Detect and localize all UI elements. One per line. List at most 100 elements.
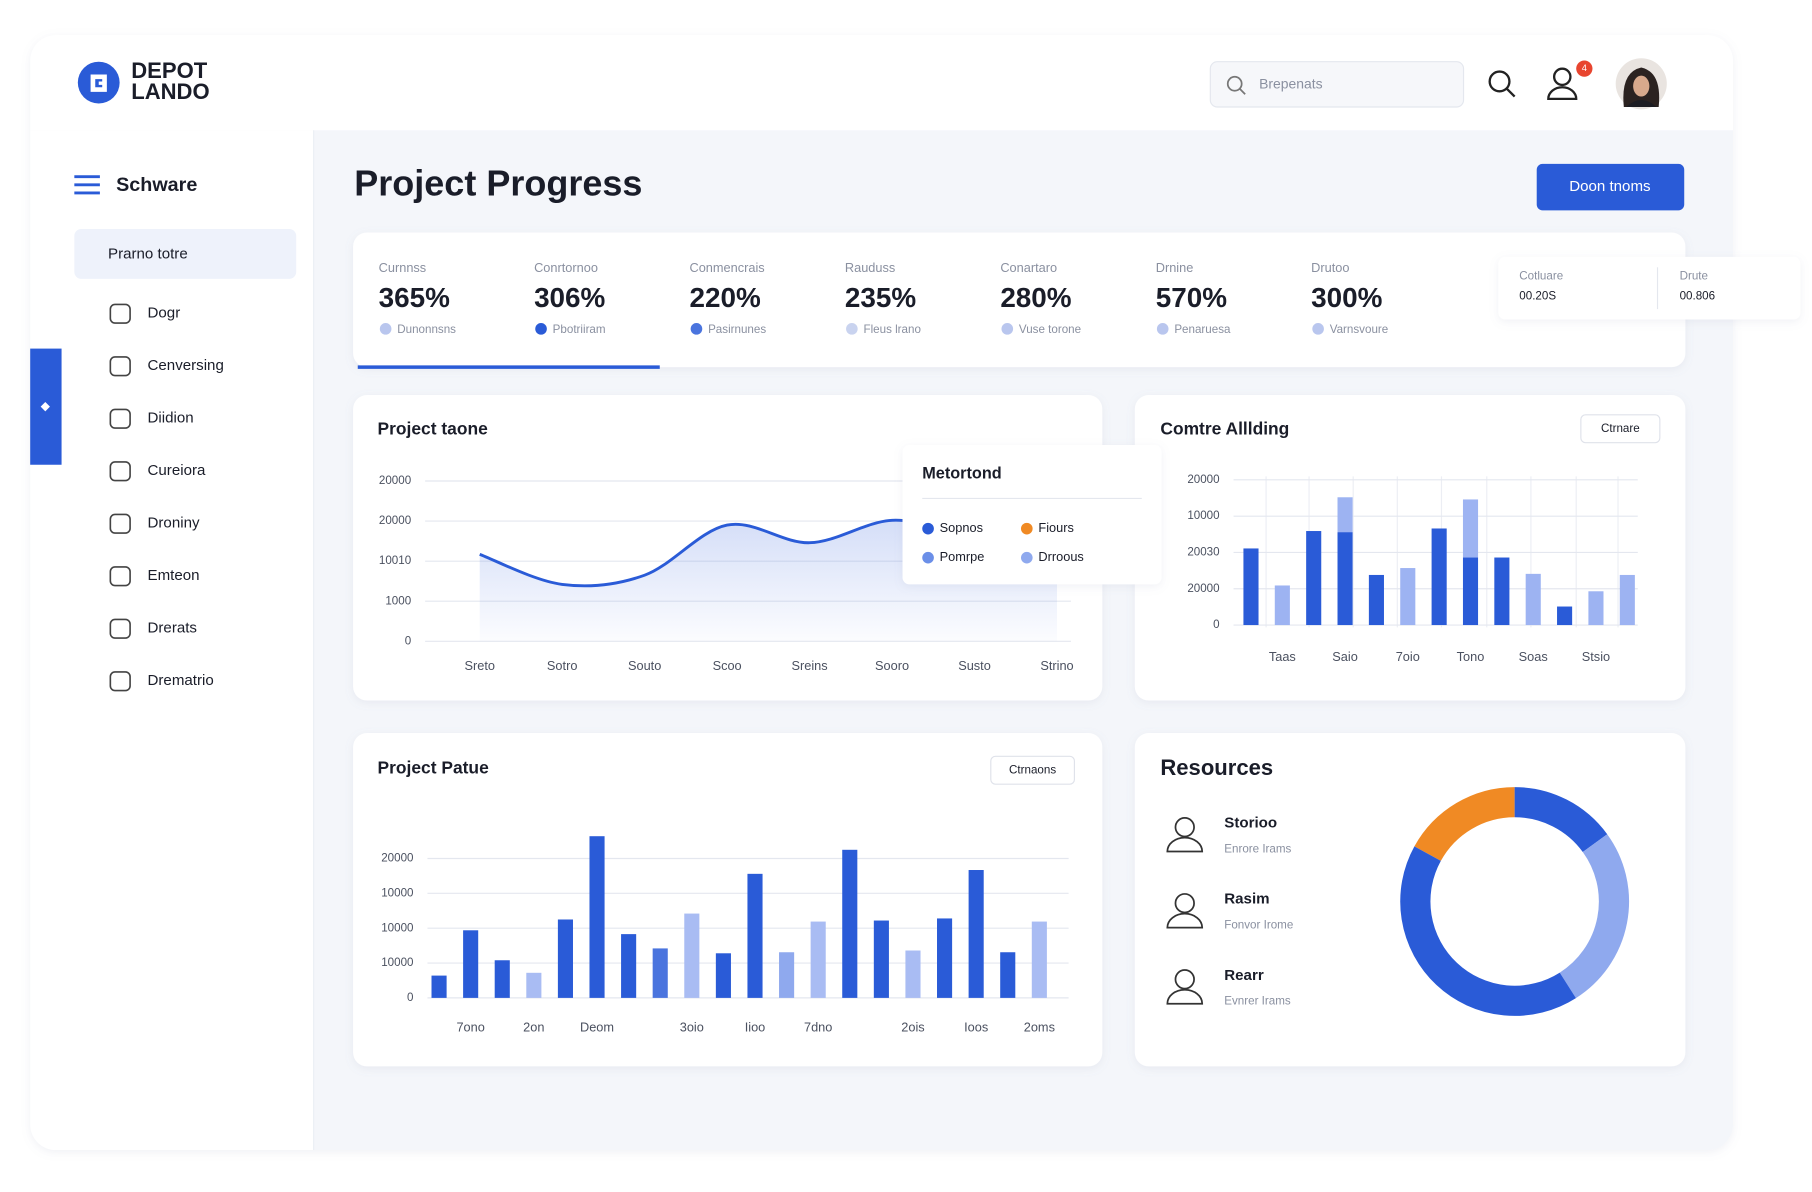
person-role: Evnrer Irams [1224,994,1291,1007]
nav-icon [109,461,131,482]
legend-swatch [922,522,934,535]
nav-label[interactable]: Dogr [148,305,181,322]
bar [1431,528,1447,626]
stat-caption: Pbotriiram [553,323,606,336]
bar [1274,585,1290,626]
summary-value: 00.806 [1680,289,1716,302]
nav-label[interactable]: Diidion [148,410,194,427]
x-tick-label: 7ono [456,1019,484,1034]
bar [557,919,573,998]
bar [1243,548,1259,626]
y-tick-label: 20000 [379,514,411,527]
bar [1306,531,1322,626]
person-name: Rasim [1224,891,1269,908]
stat-dot [379,323,392,335]
stat-caption: Dunonnsns [397,323,456,336]
bar [1525,573,1541,626]
stat-caption: Varnsvoure [1330,323,1389,336]
stat-dot [1312,323,1324,335]
chart-button[interactable] [990,755,1076,785]
sidebar-panel [30,130,314,1151]
donut-segment [1400,846,1576,1016]
bar [652,948,668,998]
summary-label: Drute [1680,270,1708,283]
donut-segment [1414,787,1516,862]
bar [779,952,795,998]
bar [715,953,731,998]
avatar-face [1633,75,1650,97]
y-tick-label: 10010 [379,554,411,567]
x-tick-label: Souto [628,658,661,673]
y-tick-label: 20000 [379,474,411,487]
bar [1462,557,1479,626]
menu-icon[interactable] [74,175,100,195]
bar [684,913,700,998]
person-head [1174,816,1195,838]
bar-chart-card [353,733,1103,1067]
search-button[interactable] [1488,70,1511,93]
donut-segment [1559,834,1630,999]
x-tick-label: Sreins [791,658,827,673]
search-box[interactable] [1209,61,1465,108]
stat-label: Rauduss [845,260,895,275]
chart-button-label: Ctrnare [1601,422,1640,435]
bar [968,870,984,998]
person-head [1174,893,1195,914]
x-tick-label: Strino [1040,658,1073,673]
user-button[interactable] [1552,67,1572,87]
action-button[interactable] [1536,163,1685,211]
y-tick-label: 20030 [1187,546,1219,559]
nav-label[interactable]: Drematrio [148,672,214,689]
nav-label[interactable]: Cenversing [148,357,224,374]
summary-value: 00.20S [1519,289,1556,302]
summary-card [1498,256,1801,320]
stat-label: Conartaro [1000,260,1057,275]
y-tick-label: 10000 [1187,509,1219,522]
x-tick-label: 2ois [901,1019,924,1034]
bar [1368,574,1384,626]
nav-label[interactable]: Cureiora [148,462,206,479]
chart-title: Comtre Alllding [1160,419,1289,439]
bar [905,950,921,998]
bar [1462,499,1479,558]
active-nav-label: Prarno totre [108,245,188,262]
resources-title: Resources [1160,755,1273,780]
legend-label: Pomrpe [940,549,985,564]
person-body [1166,836,1204,853]
x-tick-label: Scoo [713,658,742,673]
bar [1337,497,1353,533]
chart-title: Project Patue [378,758,490,778]
legend-swatch [922,551,934,564]
nav-label[interactable]: Emteon [148,567,200,584]
stats-card [353,232,1686,368]
nav-label[interactable]: Droniny [148,515,200,532]
bar [1337,532,1353,626]
legend-title: Metortond [922,464,1001,482]
x-tick-label: Ioos [964,1019,988,1034]
nav-label[interactable]: Drerats [148,620,197,637]
stat-value: 235% [845,282,916,313]
chart-button[interactable] [1580,414,1661,444]
y-tick-label: 0 [407,991,413,1004]
bar [494,960,510,998]
nav-icon [109,303,131,324]
bar [810,921,826,998]
stat-label: Drutoo [1311,260,1349,275]
x-tick-label: 7dno [804,1019,832,1034]
search-button-handle [1505,87,1516,98]
bar [1031,921,1047,998]
search-icon [1226,75,1243,92]
person-name: Rearr [1224,967,1264,984]
header-bar [30,34,1734,131]
notification-count: 4 [1582,63,1587,73]
x-tick-label: 3oio [680,1019,704,1034]
active-nav-item[interactable] [74,228,297,279]
legend-swatch [1020,551,1033,564]
x-tick-label: 2on [523,1019,544,1034]
bar [1000,952,1016,998]
stat-caption: Vuse torone [1019,323,1081,336]
nav-icon [109,671,131,692]
bar [526,972,542,998]
stat-caption: Penaruesa [1174,323,1231,336]
